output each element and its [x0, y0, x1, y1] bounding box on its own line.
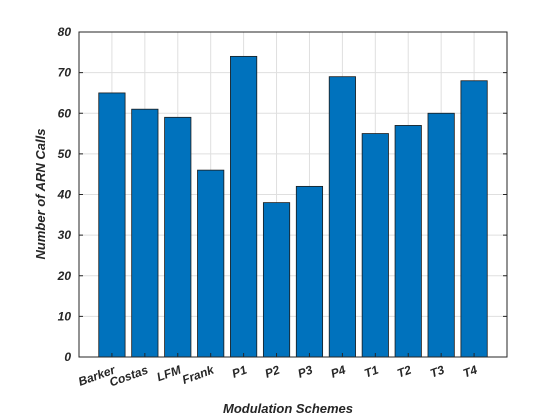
bar-p1	[230, 55, 258, 358]
x-tick-label: P1	[230, 363, 249, 381]
bar-frank	[197, 169, 225, 358]
bar-t2	[394, 125, 422, 358]
x-tick-label: T4	[461, 363, 479, 381]
y-tick-label: 60	[58, 106, 72, 120]
y-tick-label: 70	[58, 66, 72, 80]
bar-p3	[295, 185, 324, 358]
x-tick-label: T2	[395, 363, 413, 381]
y-tick-label: 10	[58, 309, 72, 323]
x-tick-label: Costas	[107, 363, 150, 390]
y-tick-label: 40	[57, 188, 72, 202]
y-tick-label: 20	[57, 269, 72, 283]
axes	[78, 31, 508, 358]
y-tick-label: 0	[64, 350, 71, 364]
bar-costas	[131, 108, 159, 358]
x-axis-label: Modulation Schemes	[223, 401, 353, 416]
y-axis-label: Number of ARN Calls	[33, 129, 48, 260]
x-tick-label: Frank	[180, 362, 217, 387]
x-tick-label: T3	[428, 363, 446, 381]
bar-barker	[98, 92, 126, 358]
bars-group	[98, 55, 488, 358]
x-tick-label: P4	[329, 363, 348, 381]
bar-t1	[361, 133, 389, 358]
y-tick-label: 30	[58, 228, 72, 242]
x-tick-label: T1	[362, 363, 380, 381]
bar-t4	[460, 80, 488, 358]
bar-p4	[328, 76, 356, 358]
y-tick-label: 80	[58, 25, 72, 39]
bar-lfm	[164, 116, 192, 358]
bar-p2	[262, 202, 291, 358]
x-tick-label: P2	[263, 363, 282, 381]
bar-t3	[427, 112, 455, 358]
x-tick-label: P3	[296, 363, 315, 381]
y-tick-labels: 0 10 20 30 40 50 60 70 80	[57, 25, 72, 364]
y-tick-label: 50	[58, 147, 72, 161]
